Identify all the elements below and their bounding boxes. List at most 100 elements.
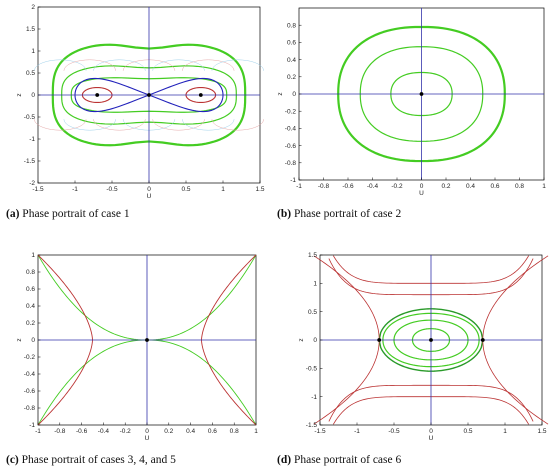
caption-d-text: Phase portrait of case 6 xyxy=(291,454,402,466)
x-tick-label: 0.6 xyxy=(208,428,217,435)
equilibrium-point xyxy=(480,338,485,342)
y-tick-label: 0.8 xyxy=(26,269,35,276)
x-tick-label: 0.4 xyxy=(466,183,475,190)
caption-b-text: Phase portrait of case 2 xyxy=(291,208,402,220)
x-tick-label: 0 xyxy=(147,186,151,193)
background-trajectory xyxy=(182,59,235,71)
equilibrium-point xyxy=(145,338,149,342)
x-tick-label: 0.8 xyxy=(230,428,239,435)
x-tick-label: -0.5 xyxy=(388,428,400,435)
y-tick-label: -1.5 xyxy=(306,422,318,429)
y-tick-label: -0.5 xyxy=(24,114,36,121)
y-tick-label: -2 xyxy=(29,180,35,187)
y-tick-label: -0.8 xyxy=(285,160,297,167)
x-tick-label: -1 xyxy=(354,428,360,435)
y-tick-label: 1.5 xyxy=(308,252,317,259)
y-tick-label: 0 xyxy=(313,337,317,344)
panel-b: -1 -0.8 -0.6 -0.4 -0.2 0 0.2 0.4 0.6 0.8 1 -1 -0.8 -0… xyxy=(275,0,550,230)
caption-b: (b) Phase portrait of case 2 xyxy=(277,208,401,220)
x-tick-label: -1 xyxy=(296,183,302,190)
background-trajectory xyxy=(152,119,205,131)
y-tick-label: -0.6 xyxy=(285,143,297,150)
panel-c: -1 -0.8 -0.6 -0.4 -0.2 0 0.2 0.4 0.6 0.8 1 -1 -0.8 -0… xyxy=(0,240,275,471)
x-tick-label: 1 xyxy=(221,186,225,193)
series-red-saddle-separatrix xyxy=(482,339,549,425)
x-axis-label: U xyxy=(419,190,424,197)
x-axis-label: U xyxy=(147,193,152,200)
y-tick-label: 0 xyxy=(292,91,296,98)
x-tick-label: 0 xyxy=(420,183,424,190)
y-tick-label: -1.5 xyxy=(24,158,36,165)
caption-b-label: (b) xyxy=(277,208,292,220)
x-tick-label: 0 xyxy=(145,428,149,435)
y-tick-label: -1 xyxy=(290,177,296,184)
x-tick-label: -0.6 xyxy=(76,428,88,435)
caption-a: (a) Phase portrait of case 1 xyxy=(6,208,130,220)
x-tick-label: -0.8 xyxy=(54,428,66,435)
y-tick-label: 0 xyxy=(31,337,35,344)
plot-b: -1 -0.8 -0.6 -0.4 -0.2 0 0.2 0.4 0.6 0.8 1 -1 -0.8 -0… xyxy=(277,7,546,197)
x-tick-label: 1.5 xyxy=(255,186,264,193)
equilibrium-point xyxy=(419,92,424,96)
y-tick-label: -0.8 xyxy=(24,405,36,412)
background-trajectory xyxy=(93,59,146,71)
background-trajectory xyxy=(182,119,235,131)
series-red-saddle-separatrix xyxy=(313,255,380,341)
x-tick-label: -1 xyxy=(35,428,41,435)
y-tick-label: 0.2 xyxy=(287,74,296,81)
x-tick-label: 0.6 xyxy=(490,183,499,190)
y-axis-label: z xyxy=(16,93,23,96)
y-tick-label: -0.2 xyxy=(285,108,297,115)
x-tick-label: -0.6 xyxy=(342,183,354,190)
x-tick-label: -0.8 xyxy=(318,183,330,190)
caption-d: (d) Phase portrait of case 6 xyxy=(277,454,401,466)
x-tick-label: -0.5 xyxy=(106,186,118,193)
x-tick-label: -0.4 xyxy=(98,428,110,435)
y-tick-label: 0.6 xyxy=(26,286,35,293)
x-tick-label: -1.5 xyxy=(314,428,326,435)
y-tick-label: 1 xyxy=(313,281,317,288)
x-tick-label: 0.2 xyxy=(164,428,173,435)
x-axis-label: U xyxy=(145,435,150,442)
plot-d: -1.5 -1 -0.5 0 0.5 1 1.5 -1.5 -1 -0.5 0 0.5 1 1.5 Uz xyxy=(298,252,549,442)
caption-a-text: Phase portrait of case 1 xyxy=(19,208,130,220)
x-axis-label: U xyxy=(429,435,434,442)
caption-c-text: Phase portrait of cases 3, 4, and 5 xyxy=(18,454,176,466)
y-tick-label: -1 xyxy=(29,422,35,429)
y-tick-label: 0.8 xyxy=(287,22,296,29)
series-red-saddle-separatrix xyxy=(482,255,549,341)
y-tick-label: 0.4 xyxy=(287,57,296,64)
x-tick-label: -1.5 xyxy=(32,186,44,193)
background-trajectory xyxy=(152,59,205,71)
y-tick-label: -1 xyxy=(29,136,35,143)
y-axis-label: z xyxy=(298,338,305,341)
x-tick-label: 0.8 xyxy=(515,183,524,190)
y-tick-label: 1.5 xyxy=(26,26,35,33)
y-tick-label: 0.5 xyxy=(308,309,317,316)
equilibrium-point xyxy=(377,338,382,342)
y-tick-label: 0 xyxy=(31,92,35,99)
x-tick-label: 1 xyxy=(503,428,507,435)
x-tick-label: 0.5 xyxy=(463,428,472,435)
x-tick-label: -1 xyxy=(72,186,78,193)
x-tick-label: 1 xyxy=(254,428,258,435)
background-trajectory xyxy=(34,119,87,131)
y-tick-label: 0.6 xyxy=(287,40,296,47)
background-trajectory xyxy=(93,119,146,131)
y-tick-label: 0.2 xyxy=(26,320,35,327)
panel-a: -1.5 -1 -0.5 0 0.5 1 1.5 -2 -1.5 -1 -0.5 0 0.5 1 1.5 2 U… xyxy=(0,0,275,230)
x-tick-label: -0.2 xyxy=(391,183,403,190)
background-trajectory xyxy=(63,59,116,71)
caption-c: (c) Phase portrait of cases 3, 4, and 5 xyxy=(6,454,176,466)
y-tick-label: -0.4 xyxy=(24,371,36,378)
equilibrium-point xyxy=(147,93,151,97)
background-trajectory xyxy=(34,59,87,71)
x-tick-label: -0.4 xyxy=(367,183,379,190)
y-tick-label: -0.5 xyxy=(306,366,318,373)
y-tick-label: 1 xyxy=(31,252,35,259)
x-tick-label: 1.5 xyxy=(537,428,546,435)
plot-c: -1 -0.8 -0.6 -0.4 -0.2 0 0.2 0.4 0.6 0.8 1 -1 -0.8 -0… xyxy=(16,252,258,442)
caption-a-label: (a) xyxy=(6,208,20,220)
y-tick-label: -1 xyxy=(311,394,317,401)
